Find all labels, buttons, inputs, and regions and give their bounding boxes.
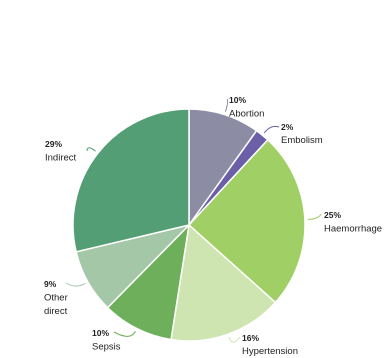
pie-category-label-sepsis: Sepsis [92,342,121,353]
pie-slice-haemorrhage [187,138,306,304]
pie-value-label-hypertension: 16% [242,333,259,343]
pie-leader-line-other-direct [65,282,86,287]
pie-value-label-indirect: 29% [45,139,62,149]
pie-leader-lines [65,98,322,343]
pie-slice-sepsis [106,222,191,341]
pie-leader-line-sepsis [113,331,136,337]
pie-category-label-other-direct-line2: direct [44,306,68,317]
pie-slices [72,108,306,342]
pie-leader-line-embolism [263,125,280,134]
pie-value-label-sepsis: 10% [92,328,109,338]
pie-value-label-other-direct: 9% [44,279,57,289]
pie-leader-line-haemorrhage [307,213,322,220]
pie-leader-line-abortion [224,98,229,112]
pie-category-label-other-direct-line1: Other [44,293,68,304]
pie-value-label-haemorrhage: 25% [324,210,341,220]
pie-category-label-hypertension: Hypertension [242,346,298,357]
pie-slice-abortion [188,108,258,228]
pie-category-label-embolism: Embolism [281,135,323,146]
pie-leader-line-hypertension [228,336,241,343]
pie-slice-indirect [72,108,190,253]
pie-value-label-embolism: 2% [281,122,294,132]
pie-leader-line-indirect [86,147,96,152]
pie-slice-hypertension [170,223,277,342]
pie-value-label-abortion: 10% [229,95,246,105]
pie-category-label-haemorrhage: Haemorrhage [324,224,382,235]
pie-category-label-indirect: Indirect [45,153,77,164]
pie-labels: 10% Abortion 2% Embolism 25% Haemorrhage… [44,95,382,357]
pie-category-label-abortion: Abortion [229,109,264,120]
